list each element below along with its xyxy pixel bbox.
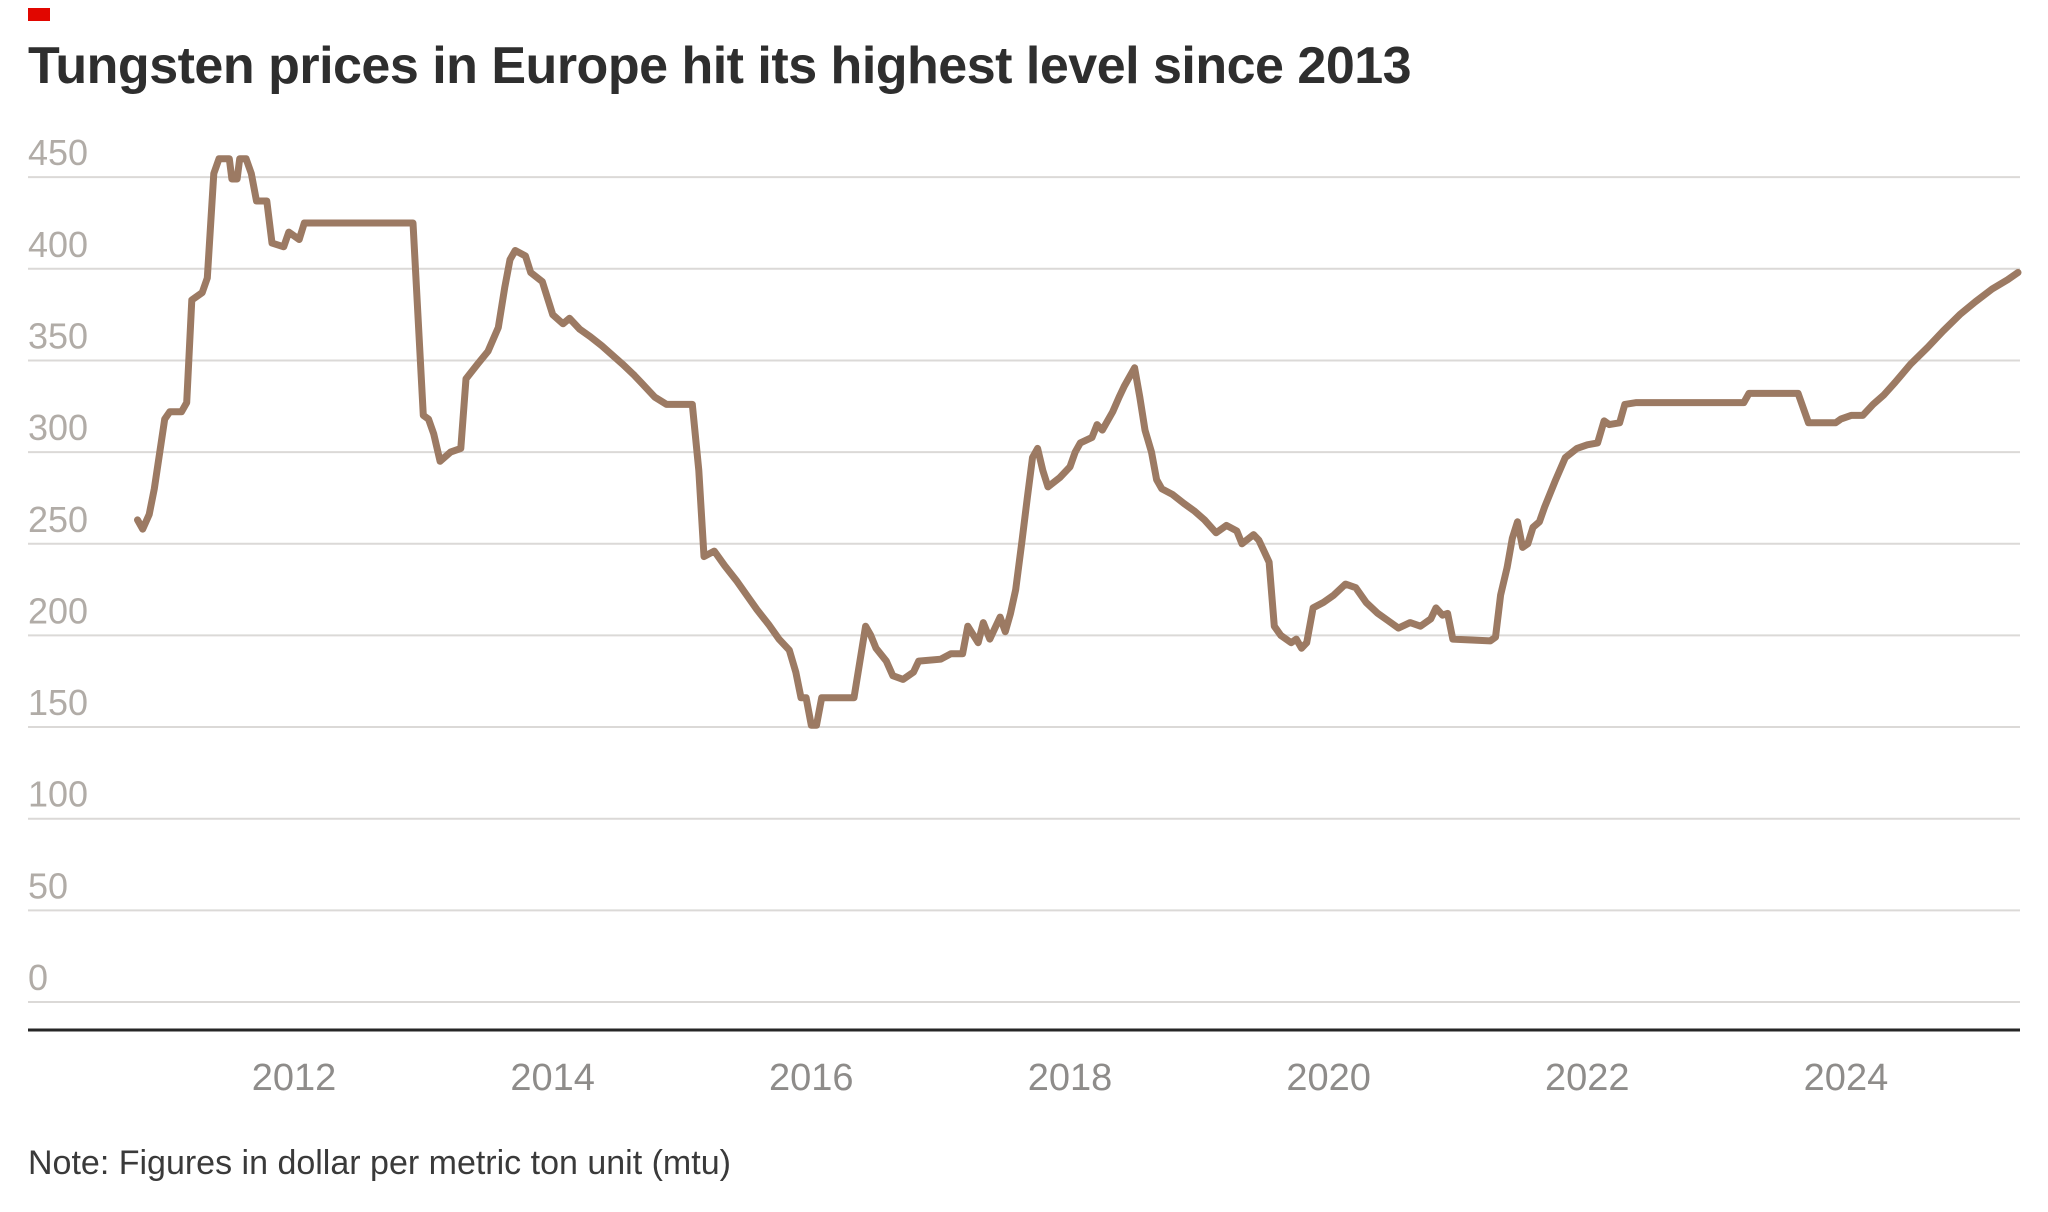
x-axis-tick-label: 2016: [769, 1057, 854, 1099]
tungsten-price-series-line: [134, 155, 2022, 729]
brand-mark: [28, 8, 50, 21]
y-axis-tick-label: 350: [28, 315, 88, 356]
y-axis-tick-label: 200: [28, 590, 88, 631]
x-axis-tick-label: 2018: [1028, 1057, 1113, 1099]
y-axis-tick-label: 150: [28, 682, 88, 723]
y-axis-tick-label: 300: [28, 407, 88, 448]
y-axis-tick-label: 0: [28, 957, 48, 998]
chart-title: Tungsten prices in Europe hit its highes…: [28, 37, 1412, 95]
y-axis-tick-label: 450: [28, 132, 88, 173]
x-axis-tick-label: 2024: [1804, 1057, 1889, 1099]
x-axis-tick-label: 2022: [1545, 1057, 1630, 1099]
y-axis-tick-label: 250: [28, 499, 88, 540]
y-axis-tick-label: 50: [28, 865, 68, 906]
x-axis-tick-label: 2012: [252, 1057, 337, 1099]
x-axis-tick-label: 2014: [510, 1057, 595, 1099]
chart-note: Note: Figures in dollar per metric ton u…: [28, 1144, 731, 1182]
x-axis-tick-label: 2020: [1286, 1057, 1371, 1099]
y-axis-tick-label: 100: [28, 774, 88, 815]
y-axis-tick-label: 400: [28, 224, 88, 265]
